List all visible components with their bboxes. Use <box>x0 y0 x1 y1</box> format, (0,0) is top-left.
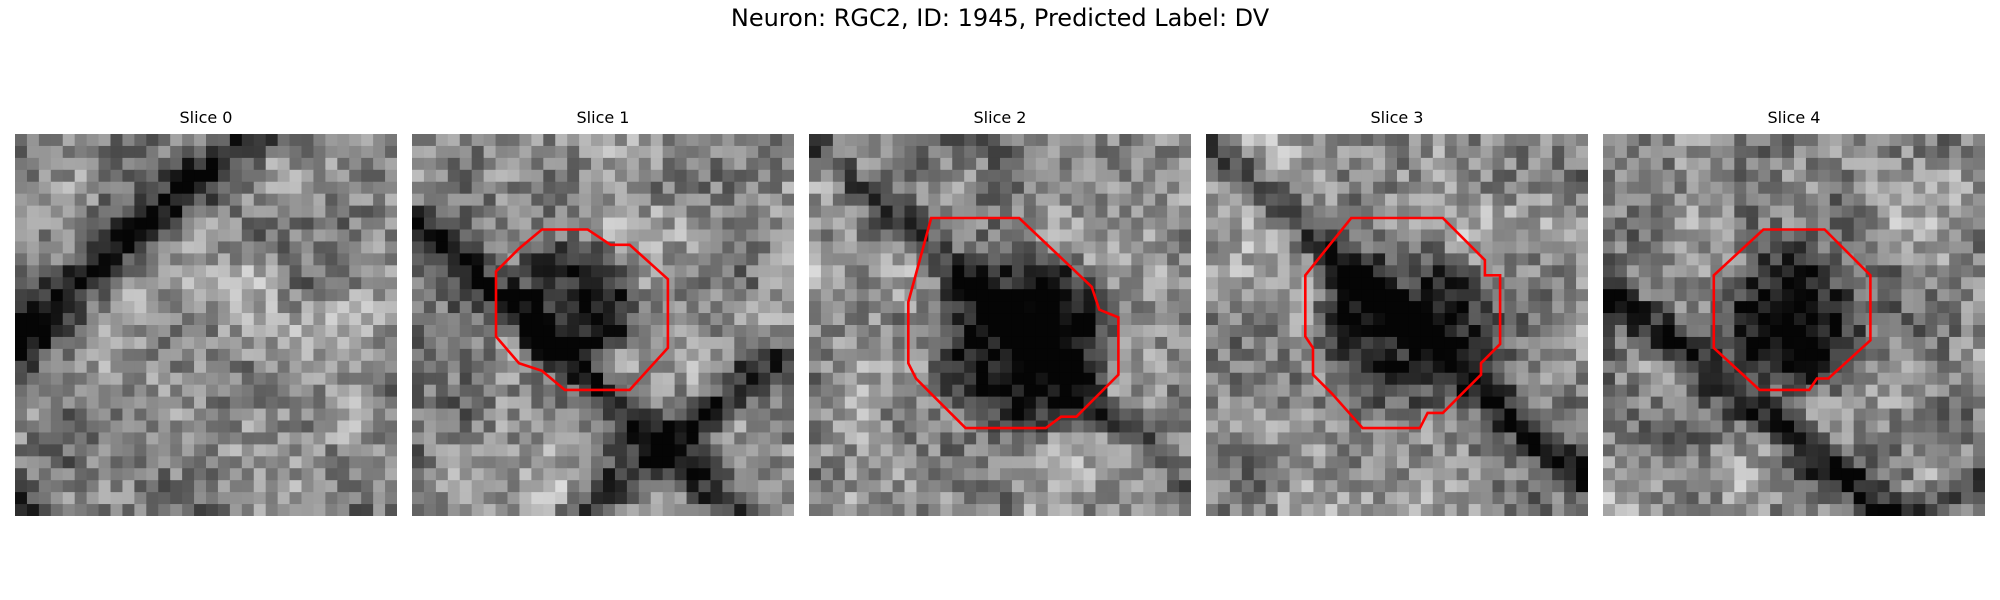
slice-4-image <box>1603 134 1985 516</box>
slice-1-outline <box>494 228 670 392</box>
slice-2-image <box>809 134 1191 516</box>
slice-1-title: Slice 1 <box>576 108 630 127</box>
slice-3-image <box>1206 134 1588 516</box>
slice-1-image <box>412 134 794 516</box>
slice-2-title: Slice 2 <box>973 108 1027 127</box>
slice-0-title: Slice 0 <box>179 108 233 127</box>
figure-title: Neuron: RGC2, ID: 1945, Predicted Label:… <box>730 4 1270 32</box>
slice-2-outline <box>907 216 1120 430</box>
slice-4-outline <box>1712 228 1872 392</box>
slice-0-image <box>15 134 397 516</box>
slice-4-title: Slice 4 <box>1767 108 1821 127</box>
slice-3-outline <box>1304 216 1502 430</box>
slice-3-title: Slice 3 <box>1370 108 1424 127</box>
